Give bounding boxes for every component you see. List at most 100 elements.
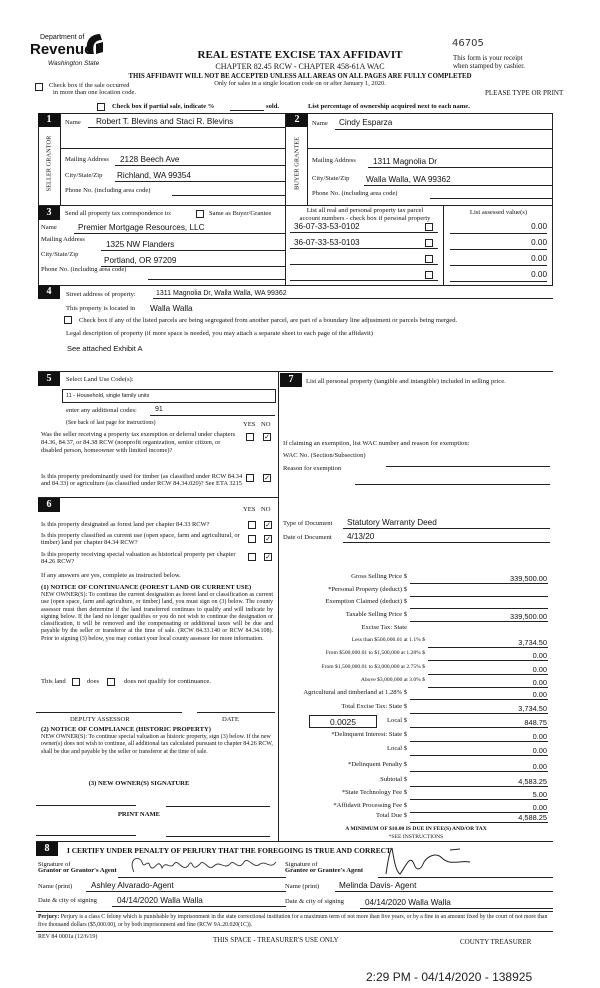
tax-row-value[interactable]: 0.00: [532, 690, 547, 699]
additional-codes-label: enter any additional codes:: [66, 407, 137, 414]
tax-row-value[interactable]: 0.00: [532, 803, 547, 812]
s6-q2-yes-checkbox[interactable]: [248, 535, 256, 543]
assessed-value[interactable]: 0.00: [531, 222, 547, 231]
ownership-note: List percentage of ownership acquired ne…: [308, 103, 470, 110]
buyer-mailing-address[interactable]: 1311 Magnolia Dr: [373, 157, 438, 166]
grantor-date-city[interactable]: 04/14/2020 Walla Walla: [117, 896, 203, 905]
new-owner-signature-2[interactable]: [166, 806, 270, 807]
assessed-value[interactable]: 0.00: [531, 254, 547, 263]
logo-dept: Department of: [40, 34, 85, 41]
parcel-number[interactable]: 36-07-33-53-0102: [294, 222, 360, 231]
tax-row-value[interactable]: 4,583.25: [518, 777, 547, 786]
corr-city-state-zip[interactable]: Portland, OR 97209: [104, 256, 177, 265]
s5-q1-yes-checkbox[interactable]: [246, 433, 254, 441]
tax-row-value[interactable]: 5.00: [532, 790, 547, 799]
s5-q1-no-checkbox[interactable]: ✓: [263, 433, 271, 441]
county-treasurer-label: COUNTY TREASURER: [460, 938, 532, 946]
buyer-name[interactable]: Cindy Esparza: [339, 118, 393, 127]
document-type[interactable]: Statutory Warranty Deed: [347, 518, 437, 527]
s6-q3-no-checkbox[interactable]: ✓: [264, 553, 272, 561]
does-label: does: [87, 678, 100, 685]
tax-row-value[interactable]: 0.00: [532, 665, 547, 674]
does-not-qualify-checkbox[interactable]: [107, 678, 115, 686]
located-in-label: This property is located in: [66, 305, 136, 312]
new-owner-print-2[interactable]: [166, 836, 270, 837]
tax-row-label: Local $: [387, 745, 407, 752]
s5-q2-no-checkbox[interactable]: ✓: [263, 474, 271, 482]
additional-codes[interactable]: 91: [155, 406, 163, 413]
same-as-buyer-checkbox[interactable]: [196, 210, 204, 218]
assessor-date-field[interactable]: [197, 712, 275, 713]
tax-row-value[interactable]: 3,734.50: [518, 638, 547, 647]
personal-property-checkbox[interactable]: [425, 271, 433, 279]
legal-description[interactable]: See attached Exhibit A: [67, 344, 143, 353]
no-header: NO: [261, 421, 271, 428]
grantee-name-label: Name (print): [285, 883, 320, 890]
tax-row-value[interactable]: 848.75: [524, 718, 547, 727]
grantee-date-city[interactable]: 04/14/2020 Walla Walla: [365, 898, 451, 907]
segregate-checkbox[interactable]: [64, 316, 72, 324]
logo-state: Washington State: [48, 60, 100, 67]
tax-row-value[interactable]: 3,734.50: [518, 704, 547, 713]
section-5-number: 5: [38, 372, 60, 386]
tax-row-value[interactable]: 0.00: [532, 678, 547, 687]
local-rate-box[interactable]: 0.0025: [309, 715, 377, 728]
section-6-number: 6: [38, 498, 60, 512]
corr-phone-field[interactable]: [148, 279, 285, 280]
partial-percent-field[interactable]: [230, 110, 264, 111]
seller-phone-field[interactable]: [172, 195, 285, 196]
new-owner-signature-1[interactable]: [36, 805, 136, 806]
buyer-phone-field[interactable]: [430, 198, 553, 199]
s5-q2-yes-checkbox[interactable]: [246, 474, 254, 482]
tax-row-label: From $1,500,000.01 to $3,000,000 at 2.75…: [321, 664, 425, 670]
tax-row-value[interactable]: 0.00: [532, 651, 547, 660]
corr-mailing-address[interactable]: 1325 NW Flanders: [106, 240, 175, 249]
land-use-select[interactable]: 11 - Household, single family units: [62, 389, 276, 403]
cashier-timestamp: 2:29 PM - 04/14/2020 - 138925: [366, 970, 533, 984]
buyer-city-state-zip[interactable]: Walla Walla, WA 99362: [366, 175, 451, 184]
property-location[interactable]: Walla Walla: [150, 304, 193, 313]
minimum-due-note: A MINIMUM OF $10.00 IS DUE IN FEE(S) AND…: [345, 826, 487, 832]
parcel-number[interactable]: 36-07-33-53-0103: [294, 238, 360, 247]
s6-q1-yes-checkbox[interactable]: [248, 521, 256, 529]
tax-row-value[interactable]: 0.00: [532, 762, 547, 771]
tax-row-value[interactable]: 4,588.25: [518, 813, 547, 822]
personal-property-checkbox[interactable]: [425, 239, 433, 247]
reason-label: Reason for exemption: [283, 465, 342, 472]
reason-field[interactable]: [355, 484, 550, 485]
property-street-address[interactable]: 1311 Magnolia Dr, Walla Walla, WA 99362: [156, 290, 287, 297]
new-owner-print-1[interactable]: [36, 835, 136, 836]
s6-q1-no-checkbox[interactable]: ✓: [264, 521, 272, 529]
partial-sale-checkbox[interactable]: [97, 103, 105, 111]
does-qualify-checkbox[interactable]: [72, 678, 80, 686]
print-name-label: PRINT NAME: [117, 811, 161, 818]
tax-row-label: Taxable Selling Price $: [345, 611, 407, 618]
document-date[interactable]: 4/13/20: [347, 532, 375, 541]
grantor-signature[interactable]: [128, 852, 283, 878]
forest-land-question: Is this property designated as forest la…: [41, 521, 210, 528]
personal-property-checkbox[interactable]: [425, 223, 433, 231]
deputy-assessor-signature[interactable]: [36, 712, 182, 713]
section-7-number: 7: [280, 373, 302, 387]
form-note: Only for sales in a single location code…: [214, 80, 386, 87]
assessed-value[interactable]: 0.00: [531, 270, 547, 279]
personal-property-checkbox[interactable]: [425, 255, 433, 263]
grantor-print-name[interactable]: Ashley Alvarado-Agent: [91, 881, 174, 890]
tax-row-value[interactable]: 339,500.00: [510, 612, 547, 621]
seller-name[interactable]: Robert T. Blevins and Staci R. Blevins: [96, 117, 234, 126]
s6-q2-no-checkbox[interactable]: ✓: [264, 535, 272, 543]
s6-q3-yes-checkbox[interactable]: [248, 553, 256, 561]
if-yes-note: If any answers are yes, complete as inst…: [41, 572, 181, 579]
tax-row-value[interactable]: 0.00: [532, 732, 547, 741]
multi-location-checkbox[interactable]: [35, 83, 43, 91]
notice-compliance-title: (2) NOTICE OF COMPLIANCE (HISTORIC PROPE…: [41, 726, 211, 733]
tax-row-value[interactable]: 0.00: [532, 746, 547, 755]
wac-field[interactable]: [386, 466, 550, 467]
tax-row-value[interactable]: 339,500.00: [510, 574, 547, 583]
grantee-print-name[interactable]: Melinda Davis- Agent: [339, 881, 417, 890]
corr-name[interactable]: Premier Mortgage Resources, LLC: [78, 223, 205, 232]
seller-mailing-address[interactable]: 2128 Beech Ave: [120, 155, 180, 164]
grantee-signature[interactable]: [380, 846, 490, 878]
seller-city-state-zip[interactable]: Richland, WA 99354: [117, 171, 191, 180]
assessed-value[interactable]: 0.00: [531, 238, 547, 247]
